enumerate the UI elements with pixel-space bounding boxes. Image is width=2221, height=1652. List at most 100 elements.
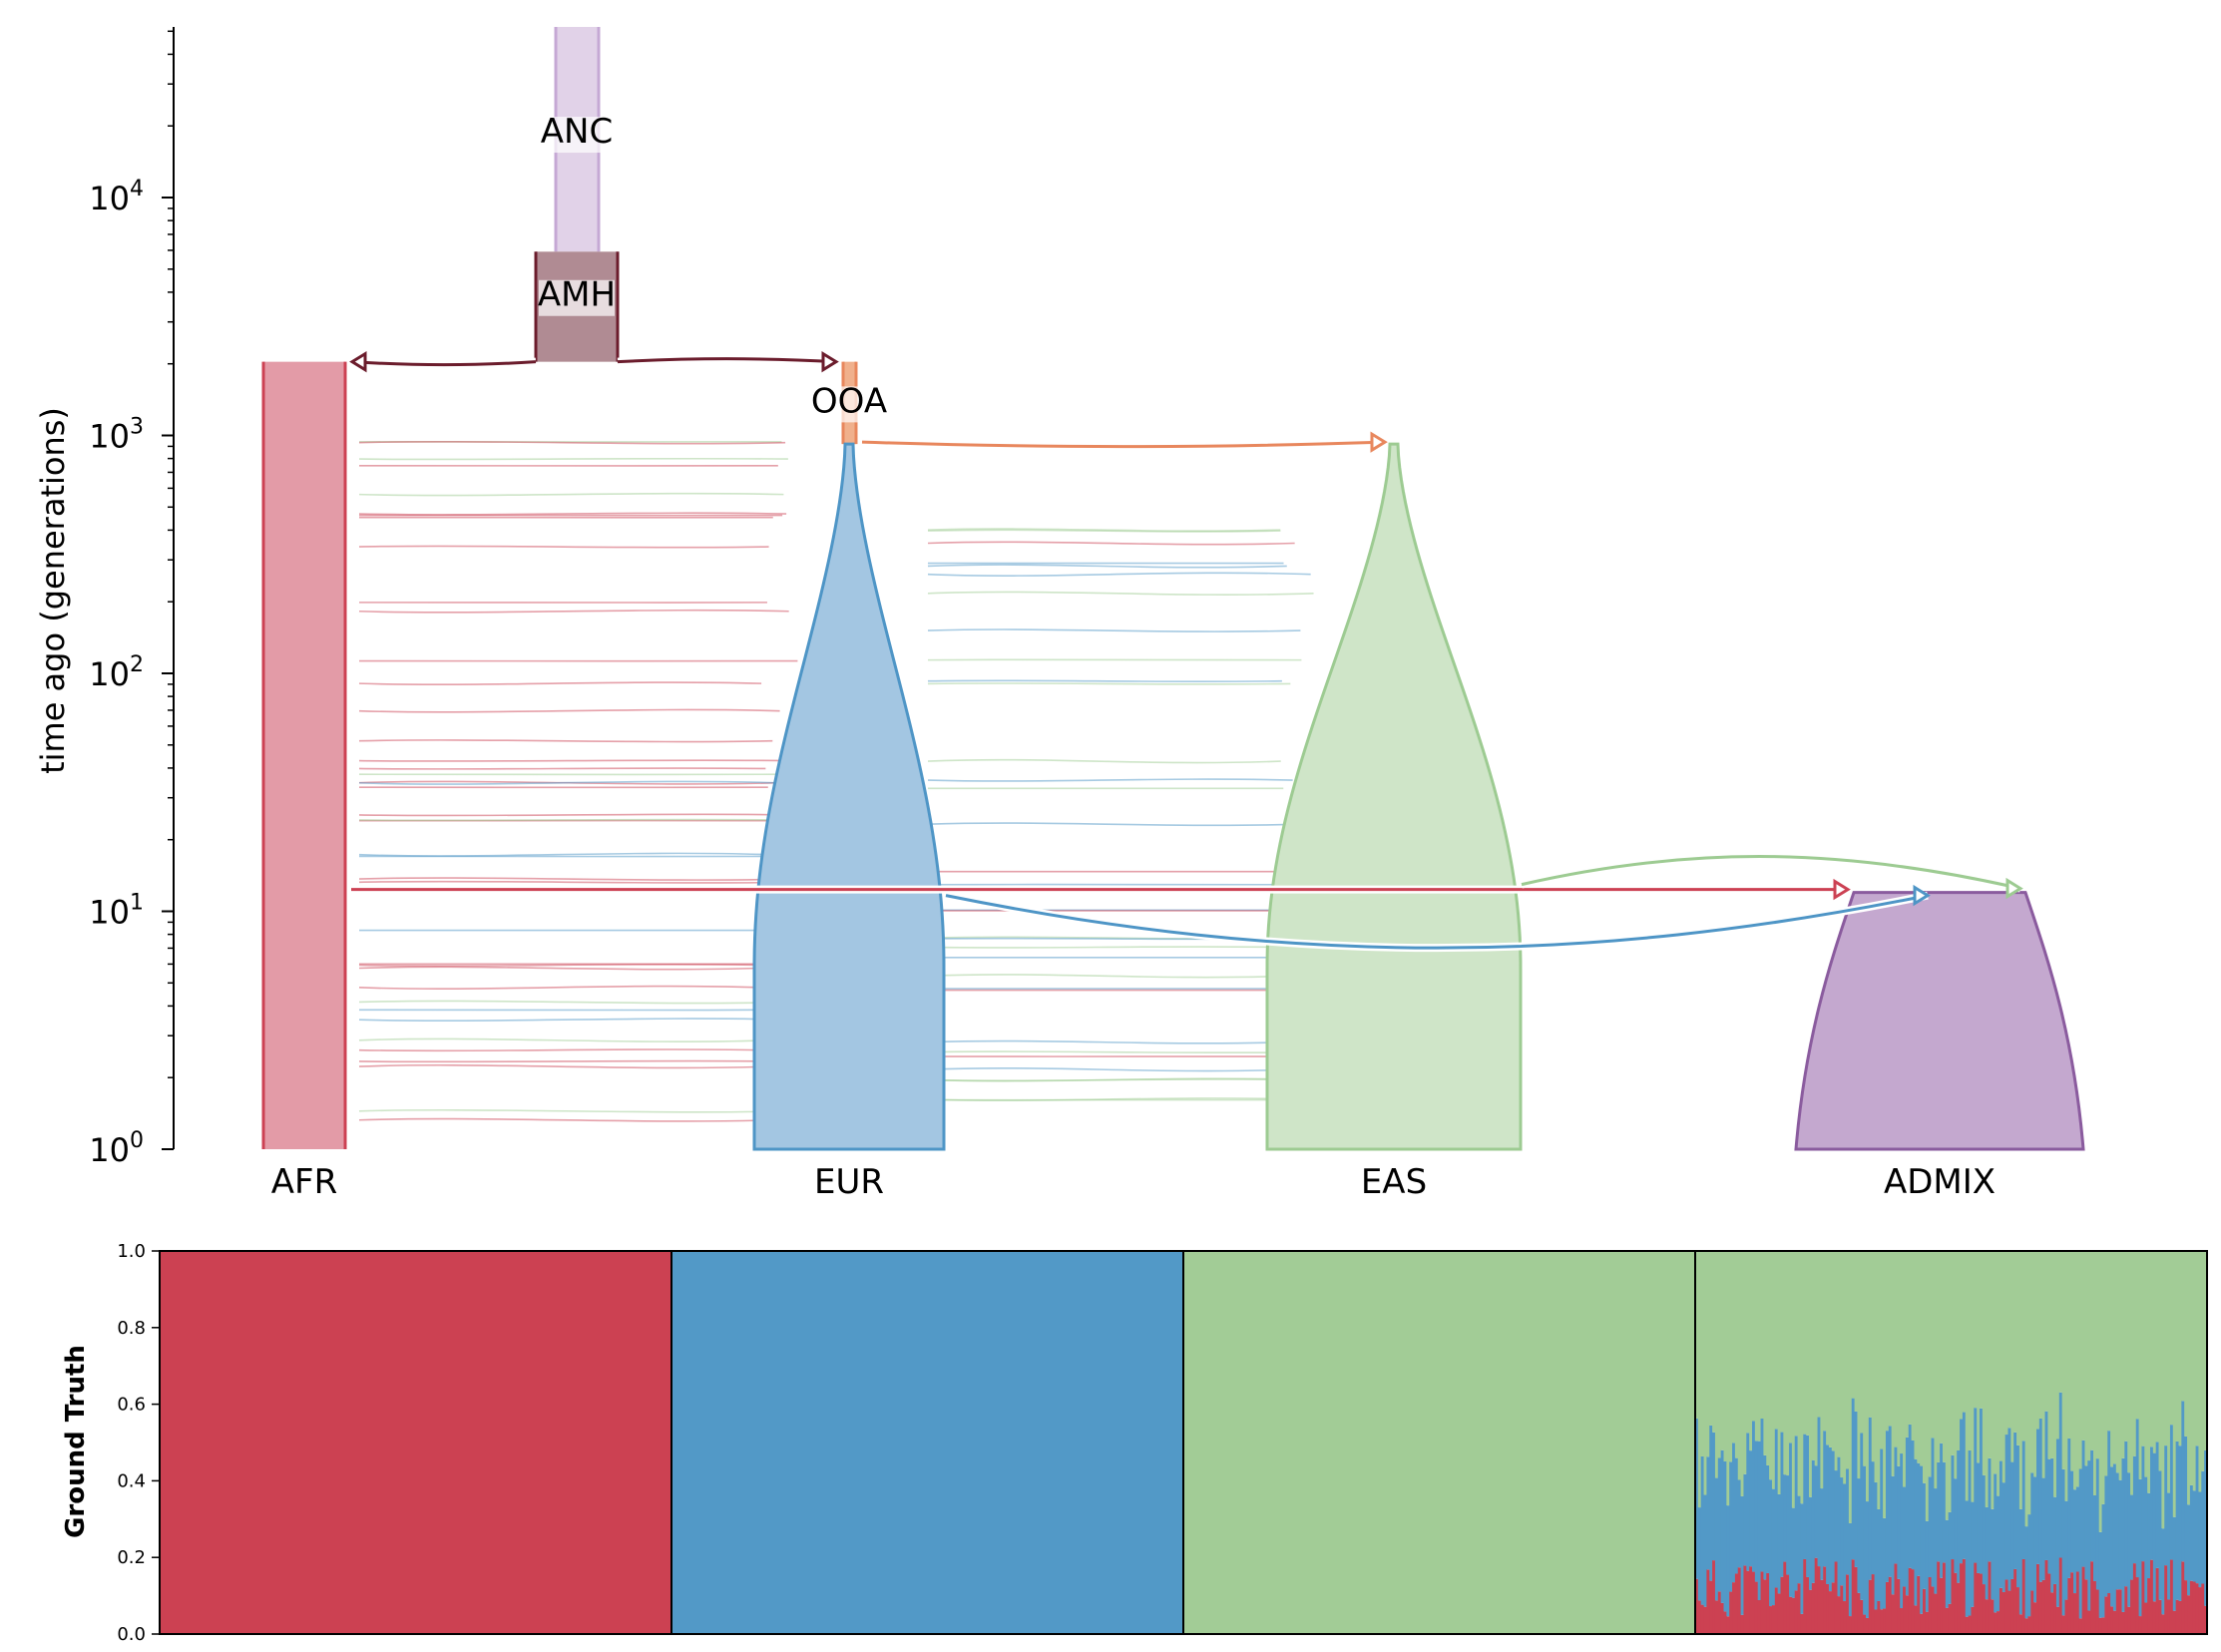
bar-admix-eas [1791,1251,1796,1508]
bar-admix-afr [1729,1591,1733,1634]
bar-admix-eas [1931,1251,1935,1439]
bar-admix-eas [1928,1251,1933,1477]
bar-admix-eas [1848,1251,1853,1523]
bar-admix-eur [1985,1506,1990,1600]
bar-admix-afr [2135,1577,2140,1634]
bar-admix-afr [1828,1591,1833,1634]
migration-line [927,822,1302,827]
bar-admix-eas [1974,1251,1978,1409]
bar-admix-eas [1811,1251,1816,1460]
bar-admix-eas [1752,1251,1756,1422]
bar-admix-afr [2047,1573,2051,1634]
bar-admix-afr [2150,1559,2154,1634]
bar-admix-eur [2127,1472,2131,1607]
deme-label-afr: AFR [271,1162,337,1202]
migration-line [358,609,789,614]
bar-admix-eas [1885,1251,1890,1432]
bar-admix-afr [1746,1570,1750,1634]
deme-eas [1265,442,1523,1151]
bar-admix-afr [2075,1571,2080,1634]
bar-admix-eur [2184,1436,2188,1581]
bar-admix-eur [2053,1496,2057,1584]
bar-admix-afr [1851,1559,1856,1634]
bar-admix-eas [2201,1251,2205,1471]
bar-admix-afr [2124,1586,2128,1634]
bar-admix-eur [1994,1473,1998,1613]
time-axis-tick-label: 104 [89,177,144,217]
bar-admix-eur [1789,1443,1793,1597]
migration-line [927,628,1301,632]
bar-admix-afr [1848,1616,1853,1634]
bar-admix-eas [1712,1251,1716,1433]
bar-admix-afr [1769,1606,1773,1634]
bar-admix-afr [2095,1589,2100,1634]
bar-admix-afr [1874,1609,1878,1634]
bar-admix-eas [2001,1251,2006,1483]
bar-admix-eur [1828,1446,1833,1592]
bar-admix-eur [2130,1494,2134,1580]
bar-admix-eas [2118,1251,2123,1480]
bar-admix-eur [1940,1443,1944,1578]
bar-admix-eas [2178,1251,2182,1446]
migration-line [358,1009,762,1012]
migration-line [358,681,762,686]
bar-admix-afr [1857,1592,1861,1634]
bar-admix-eur [1991,1508,1995,1600]
bar-admix-eur [1914,1458,1918,1606]
bar-admix-eur [2075,1486,2080,1572]
bar-admix-afr [2121,1611,2125,1634]
bar-admix-eas [2175,1251,2180,1442]
bar-admix-eur [2090,1449,2094,1562]
bar-admix-eas [1877,1251,1881,1509]
bar-admix-eas [1846,1251,1850,1469]
bar-admix-eur [2095,1458,2100,1590]
bar-admix-afr [1843,1601,1847,1634]
bar-admix-afr [1714,1600,1719,1634]
bar-admix-afr [1948,1603,1953,1634]
bar-admix-afr [2152,1601,2157,1634]
bar-admix-eur [1957,1449,1961,1583]
bar-admix-afr [1789,1596,1793,1634]
bar-admix-eas [1891,1251,1896,1476]
bar-admix-afr [1968,1615,1973,1634]
bar-admix-eas [2124,1251,2128,1442]
bar-admix-afr [1854,1566,1859,1634]
bar-admix-eas [1843,1251,1847,1484]
bar-admix-eur [1831,1450,1836,1583]
bar-admix-eas [1697,1251,1702,1508]
bar-admix-afr [1834,1561,1839,1634]
bar-admix-eur [2144,1476,2148,1603]
bar-admix-eur [1774,1429,1779,1588]
bar-admix-eur [1720,1449,1725,1603]
bar-admix-eas [1806,1251,1810,1436]
bar-admix-eur [2201,1470,2205,1584]
bar-admix-eur [1809,1496,1813,1590]
bar-admix-eur [2038,1418,2043,1582]
bar-admix-eur [1974,1408,1978,1563]
bar-admix-eas [1831,1251,1836,1451]
bar-admix-eas [1723,1251,1727,1461]
bar-admix-eur [2150,1446,2154,1560]
bar-admix-eas [1800,1251,1804,1504]
bar-admix-eas [2084,1251,2088,1466]
bar-admix-eur [2124,1441,2128,1587]
bar-admix-eas [1942,1251,1947,1462]
bar-admix-afr [1942,1562,1947,1634]
bar-admix-eas [2061,1251,2066,1469]
bar-admix-eas [2192,1251,2197,1491]
bar-admix-afr [1977,1572,1981,1634]
bar-admix-eas [2130,1251,2134,1495]
bar-admix-eur [1885,1431,1890,1582]
bar-admix-afr [1860,1599,1864,1634]
bar-admix-eas [1948,1251,1953,1512]
bar-admix-eur [2175,1441,2180,1600]
bar-admix-afr [1866,1617,1870,1634]
bar-admix-eas [1763,1251,1767,1455]
migration-line [927,679,1282,683]
bar-admix-eur [1823,1431,1827,1567]
bar-admix-eas [2095,1251,2100,1459]
bar-admix-eur [1791,1507,1796,1598]
bar-admix-afr [1914,1605,1918,1634]
bar-admix-eur [2172,1516,2177,1611]
